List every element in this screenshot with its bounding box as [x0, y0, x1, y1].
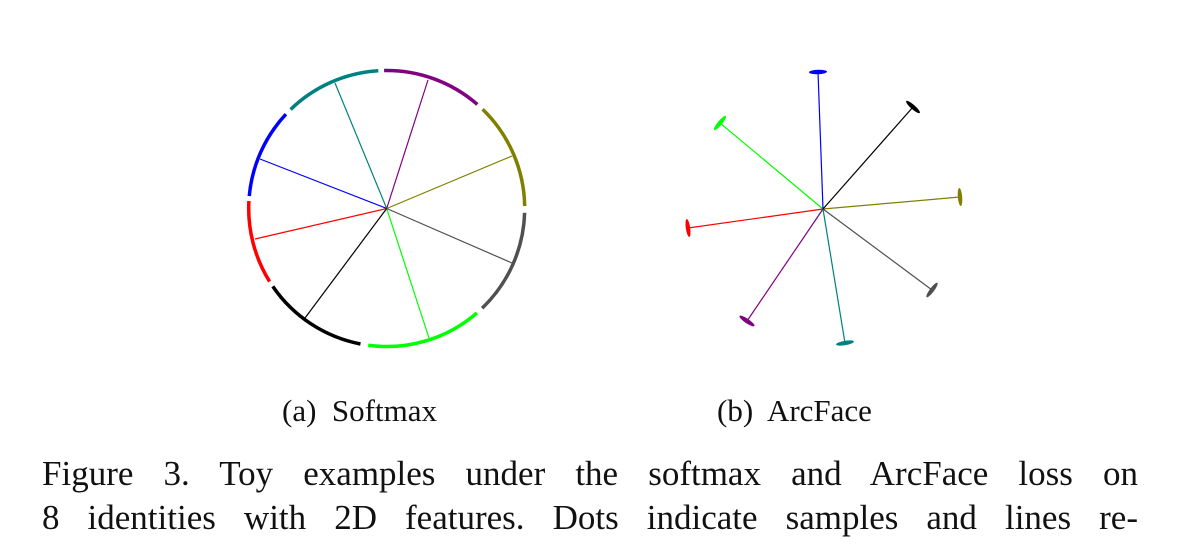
class-center-line: [386, 208, 430, 339]
sample-arc: [247, 113, 288, 197]
sample-cluster: [957, 188, 963, 206]
softmax-plot: [246, 68, 527, 349]
class-center-line: [817, 71, 824, 210]
sample-cluster: [926, 282, 938, 298]
sample-cluster: [906, 100, 920, 114]
class-center-line: [822, 106, 914, 210]
sample-cluster: [836, 340, 854, 346]
sample-arc: [368, 311, 479, 349]
sample-arc: [246, 200, 272, 283]
sample-arc: [480, 212, 527, 310]
caption-line-1: Figure 3. Toy examples under the softmax…: [42, 454, 1138, 493]
class-center-line: [386, 155, 513, 210]
caption-line-2: 8 identities with 2D features. Dots indi…: [42, 498, 1138, 537]
sample-cluster: [739, 315, 755, 327]
sample-cluster: [713, 115, 727, 131]
class-center-line: [746, 208, 824, 322]
sample-cluster: [809, 69, 827, 75]
class-center-line: [822, 196, 961, 210]
sample-cluster: [685, 219, 691, 237]
sample-arc: [384, 68, 479, 106]
subcaption-softmax: (a) Softmax: [282, 393, 437, 428]
class-center-line: [822, 208, 933, 291]
class-center-line: [304, 208, 388, 319]
class-center-line: [386, 207, 513, 264]
class-center-line: [687, 208, 824, 229]
figure-plots: [246, 68, 963, 349]
sample-arc: [481, 108, 527, 207]
class-center-line: [822, 208, 846, 344]
sample-arc: [289, 69, 379, 111]
sample-arc: [271, 285, 361, 346]
class-center-line: [259, 158, 387, 210]
class-center-line: [254, 207, 387, 240]
arcface-plot: [685, 69, 963, 346]
class-center-line: [386, 79, 429, 209]
subcaption-arcface: (b) ArcFace: [717, 393, 872, 428]
class-center-line: [719, 122, 824, 210]
class-center-line: [334, 82, 388, 209]
